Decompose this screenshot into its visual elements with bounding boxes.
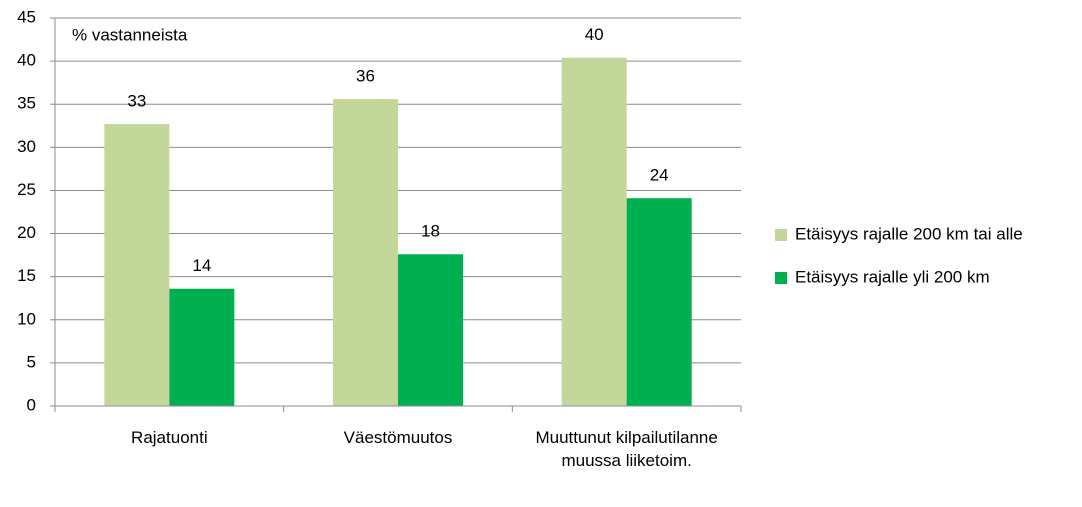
annotation: % vastanneista [72, 25, 188, 44]
value-label: 24 [650, 166, 669, 185]
value-label: 36 [356, 67, 375, 86]
x-tick-label: Muuttunut kilpailutilanne muussa liiketo… [535, 428, 718, 470]
y-tick-label: 35 [17, 94, 36, 113]
y-tick-label: 20 [17, 223, 36, 242]
y-tick-label: 30 [17, 137, 36, 156]
legend-swatch [775, 272, 787, 284]
y-tick-label: 40 [17, 51, 36, 70]
value-label: 40 [585, 25, 604, 44]
bar [169, 288, 235, 406]
value-label: 14 [192, 256, 211, 275]
y-tick-label: 10 [17, 309, 36, 328]
y-tick-label: 5 [27, 352, 36, 371]
x-tick-label: Väestömuutos [343, 428, 453, 447]
y-tick-label: 0 [27, 395, 36, 414]
y-tick-label: 45 [17, 7, 36, 26]
bar [104, 124, 170, 406]
bar [333, 99, 398, 406]
bar [561, 57, 627, 406]
legend-swatch [775, 229, 787, 241]
y-tick-label: 25 [17, 180, 36, 199]
value-label: 33 [127, 92, 146, 111]
bar [398, 254, 463, 406]
bar [626, 198, 692, 406]
legend-label: Etäisyys rajalle yli 200 km [795, 267, 990, 286]
y-tick-label: 15 [17, 266, 36, 285]
x-tick-label: Rajatuonti [131, 428, 208, 447]
legend-label: Etäisyys rajalle 200 km tai alle [795, 224, 1023, 243]
value-label: 18 [421, 222, 440, 241]
